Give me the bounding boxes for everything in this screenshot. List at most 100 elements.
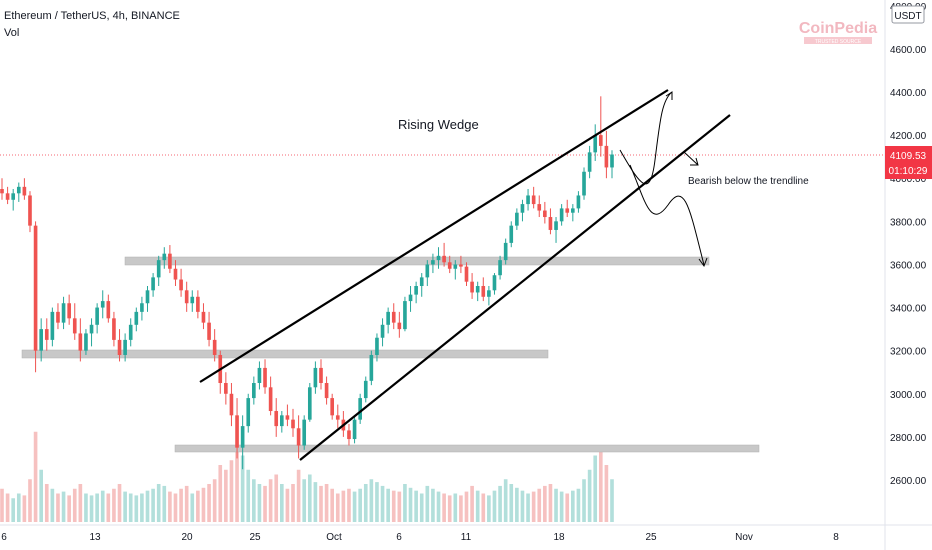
volume-bar — [184, 485, 189, 522]
volume-bar — [67, 495, 71, 522]
candle-body — [475, 286, 480, 293]
time-tick-label: 6 — [396, 532, 402, 543]
volume-bar — [447, 495, 452, 522]
candle-body — [487, 290, 491, 297]
candle-body — [313, 367, 318, 388]
volume-bar — [330, 488, 335, 522]
volume-bar — [201, 487, 206, 522]
time-tick-label: 6 — [1, 532, 7, 543]
volume-bar — [358, 488, 362, 522]
volume-bar — [509, 484, 514, 522]
volume-bar — [481, 493, 486, 522]
bearish-projection-arrowhead — [698, 257, 708, 268]
candle-body — [240, 426, 245, 448]
volume-bar — [554, 488, 558, 522]
bullish-projection-path — [619, 91, 673, 185]
candle-body — [112, 318, 116, 340]
bearish-projection-path — [629, 164, 705, 266]
candle-body — [0, 189, 4, 194]
volume-bar — [307, 474, 312, 522]
volume-bar — [168, 491, 172, 522]
candle-body — [576, 195, 581, 209]
time-tick-label: 13 — [89, 532, 101, 543]
volume-bar — [246, 469, 251, 522]
volume-bar — [414, 490, 418, 522]
candle-body — [531, 195, 536, 205]
candle-body — [375, 337, 379, 355]
volume-bar — [576, 488, 581, 522]
price-tick-label: 3400.00 — [890, 304, 927, 315]
volume-indicator-label: Vol — [4, 27, 20, 39]
volume-bar — [408, 487, 413, 522]
candle-body — [257, 367, 262, 383]
candle-body — [335, 415, 340, 420]
candle-body — [279, 415, 284, 427]
price-tick-label: 2600.00 — [890, 476, 927, 487]
symbol-header: Ethereum / TetherUS, 4h, BINANCE — [4, 10, 180, 22]
candle-body — [212, 339, 217, 355]
price-tick-label: 4600.00 — [890, 45, 927, 56]
volume-bar — [386, 488, 390, 522]
wedge-lower-trendline[interactable] — [299, 114, 731, 461]
price-tick-label: 4400.00 — [890, 88, 927, 99]
candle-body — [587, 152, 592, 172]
candle-body — [16, 186, 21, 194]
volume-bar — [296, 469, 301, 522]
volume-bar — [274, 474, 279, 522]
candle-body — [347, 430, 351, 440]
candle-body — [419, 277, 424, 286]
candle-body — [397, 322, 402, 330]
coinpedia-watermark: CoinPedia TRUSTED SOURCE — [799, 20, 877, 45]
volume-bar — [582, 479, 586, 522]
volume-bar — [492, 490, 497, 522]
volume-bar — [279, 484, 284, 522]
candle-body — [453, 264, 458, 269]
currency-box[interactable] — [891, 5, 925, 24]
volume-bar — [89, 495, 94, 522]
candle-body — [571, 208, 575, 213]
volume-bar — [22, 495, 27, 522]
candle-body — [543, 210, 547, 218]
candle-body — [285, 415, 290, 420]
volume-bar — [128, 493, 133, 522]
time-tick-label: Nov — [735, 532, 753, 543]
volume-bar — [196, 490, 200, 522]
candle-body — [156, 260, 161, 278]
time-tick-label: 25 — [249, 532, 261, 543]
candle-body — [95, 307, 99, 325]
candle-body — [134, 311, 139, 325]
wedge-upper-trendline[interactable] — [199, 89, 669, 383]
candle-body — [554, 221, 558, 230]
candle-body — [196, 296, 200, 312]
candle-body — [173, 268, 178, 280]
volume-bar — [548, 484, 553, 522]
candle-body — [39, 329, 43, 351]
time-axis[interactable]: 6 13 20 25 Oct 6 11 18 25 Nov 8 — [1, 532, 839, 543]
candle-body — [128, 324, 133, 340]
volume-bar — [84, 493, 88, 522]
candle-body — [162, 253, 167, 261]
candle-body — [117, 339, 122, 355]
volume-bar — [240, 455, 245, 522]
price-axis[interactable]: 4800.004600.004400.004200.004000.003800.… — [890, 2, 927, 487]
volume-bar — [571, 490, 575, 522]
volume-bar — [0, 488, 4, 522]
candle-body — [593, 135, 598, 153]
candle-body — [425, 264, 430, 278]
volume-bar — [587, 469, 592, 522]
volume-bar — [335, 493, 340, 522]
candle-body — [207, 322, 211, 340]
candle-body — [520, 204, 525, 213]
volume-bar — [391, 490, 396, 522]
candle-body — [56, 311, 60, 323]
price-tick-label: 4200.00 — [890, 131, 927, 142]
candle-body — [11, 193, 16, 200]
currency-label: USDT — [894, 11, 921, 22]
volume-bar — [347, 488, 351, 522]
candle-body — [324, 383, 329, 399]
volume-bar — [453, 493, 458, 522]
volume-bar — [16, 493, 21, 522]
volume-bar — [487, 495, 491, 522]
candle-body — [274, 411, 279, 427]
